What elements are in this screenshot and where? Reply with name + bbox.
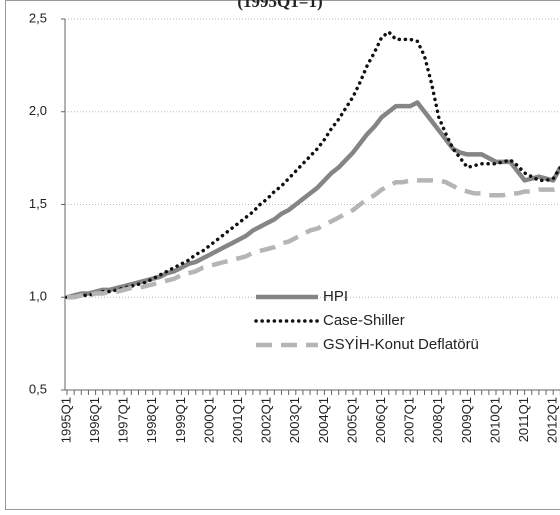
y-tick-label: 1,0 <box>29 289 47 304</box>
x-tick-label: 2012Q1 <box>545 397 560 443</box>
y-tick-label: 1,5 <box>29 196 47 211</box>
x-tick-label: 1998Q1 <box>144 397 159 443</box>
x-tick-label: 1997Q1 <box>116 397 131 443</box>
y-tick-label: 2,5 <box>29 10 47 25</box>
x-tick-label: 1995Q1 <box>58 397 73 443</box>
series-line <box>67 178 560 300</box>
x-tick-label: 1996Q1 <box>87 397 102 443</box>
legend-label: Case-Shiller <box>323 312 405 329</box>
x-tick-label: 2003Q1 <box>287 397 302 443</box>
series-line <box>65 30 560 299</box>
chart-title: (1995Q1=1) <box>237 0 322 11</box>
x-tick-label: 2001Q1 <box>230 397 245 443</box>
x-tick-label: 2011Q1 <box>516 397 531 442</box>
x-tick-label: 2006Q1 <box>373 397 388 443</box>
y-tick-label: 2,0 <box>29 103 47 118</box>
y-tick-label: 0,5 <box>29 381 47 396</box>
x-tick-label: 2002Q1 <box>259 397 274 443</box>
x-tick-label: 2008Q1 <box>430 397 445 443</box>
frame <box>5 0 560 510</box>
x-tick-label: 2005Q1 <box>344 397 359 443</box>
x-tick-label: 2004Q1 <box>316 397 331 443</box>
x-tick-label: 2009Q1 <box>459 397 474 443</box>
legend-label: GSYİH-Konut Deflatörü <box>323 335 479 353</box>
legend-label: HPI <box>323 288 348 305</box>
x-tick-label: 2000Q1 <box>201 397 216 443</box>
x-tick-label: 2010Q1 <box>487 397 502 443</box>
series-line <box>66 100 560 300</box>
x-tick-label: 1999Q1 <box>173 397 188 443</box>
x-tick-label: 2007Q1 <box>402 397 417 443</box>
